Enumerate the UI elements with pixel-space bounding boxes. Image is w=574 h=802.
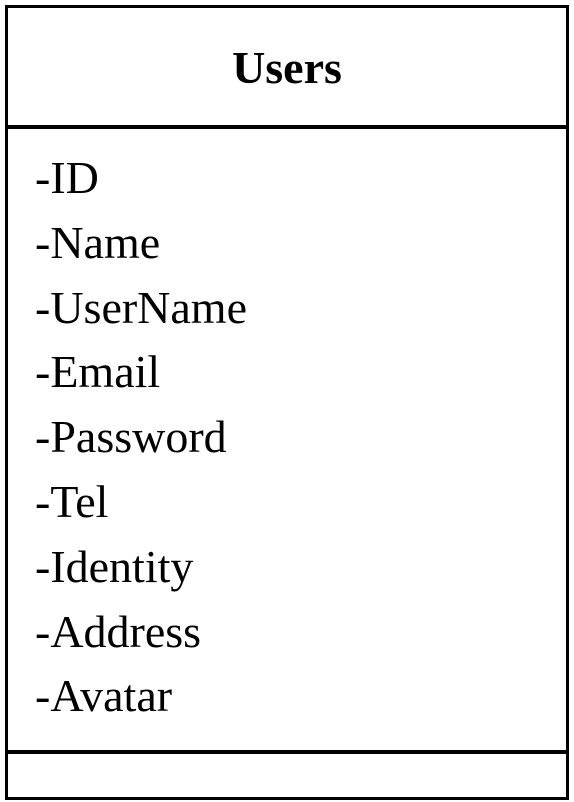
methods-compartment [8, 754, 566, 798]
attributes-compartment: -ID -Name -UserName -Email -Password -Te… [8, 129, 566, 754]
attribute-username: -UserName [35, 281, 248, 333]
attribute-name: -Name [35, 216, 161, 268]
uml-class-box: Users -ID -Name -UserName -Email -Passwo… [5, 5, 569, 800]
attributes-list: -ID -Name -UserName -Email -Password -Te… [35, 153, 247, 736]
attribute-password: -Password [35, 411, 227, 463]
attribute-id: -ID [35, 152, 99, 203]
attribute-avatar: -Avatar [35, 670, 173, 722]
attribute-address: -Address [35, 605, 202, 657]
class-name-compartment: Users [8, 8, 566, 129]
attribute-tel: -Tel [35, 475, 109, 527]
class-name: Users [232, 41, 342, 93]
attribute-identity: -Identity [35, 540, 194, 592]
attribute-email: -Email [35, 346, 161, 398]
